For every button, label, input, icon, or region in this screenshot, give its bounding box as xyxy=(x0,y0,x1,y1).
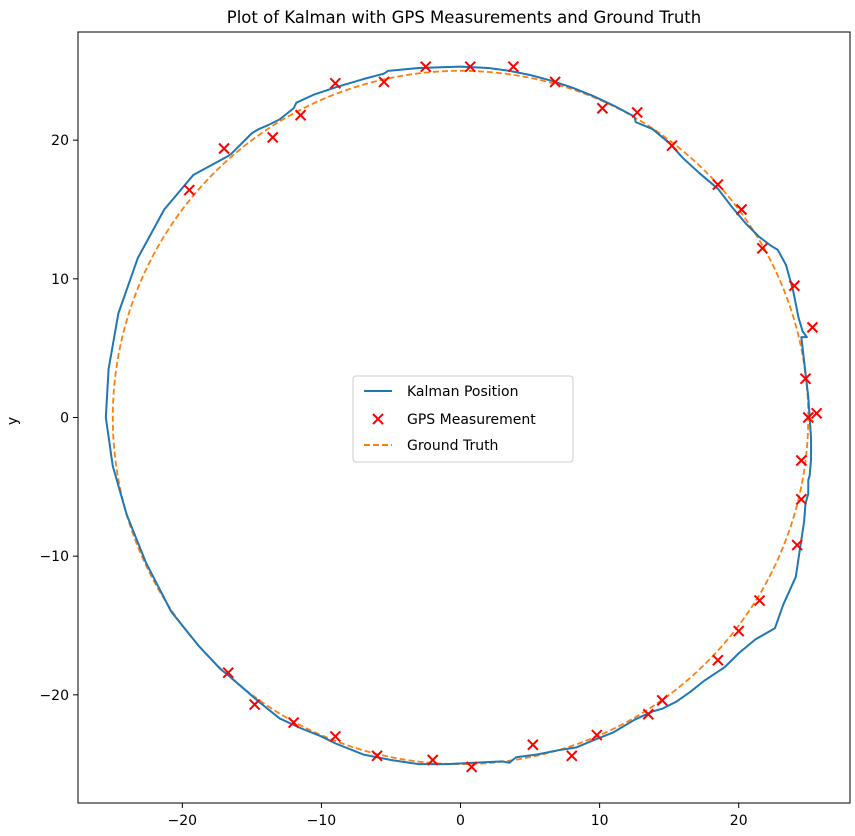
gps-point xyxy=(806,321,819,334)
gps-point xyxy=(799,372,812,385)
plot-area xyxy=(104,60,823,773)
gps-point xyxy=(287,716,300,729)
gps-point xyxy=(795,454,808,467)
gps-point xyxy=(222,666,234,679)
gps-point xyxy=(294,109,307,121)
y-tick-label: 0 xyxy=(60,411,69,427)
gps-point xyxy=(802,411,814,424)
x-tick-label: 20 xyxy=(730,813,748,829)
gps-point xyxy=(248,698,261,711)
legend: Kalman Position GPS Measurement Ground T… xyxy=(352,375,574,463)
legend-label-ground-truth: Ground Truth xyxy=(407,438,498,454)
gps-point xyxy=(549,76,561,88)
y-tick-label: 10 xyxy=(51,272,69,288)
y-axis-label: y xyxy=(5,417,21,425)
x-tick-label: 10 xyxy=(591,813,609,829)
series-kalman-line xyxy=(104,65,813,766)
axis-ticks: −20 −10 0 10 20 −20 −10 0 10 20 xyxy=(39,133,747,829)
gps-point xyxy=(788,280,801,292)
gps-point xyxy=(810,407,823,420)
legend-label-gps: GPS Measurement xyxy=(407,412,536,428)
legend-box xyxy=(352,375,574,463)
x-tick-label: −20 xyxy=(168,813,198,829)
gps-point xyxy=(464,60,476,73)
x-tick-label: 0 xyxy=(456,813,465,829)
gps-point xyxy=(183,184,195,196)
gps-point xyxy=(756,242,769,255)
legend-swatch-gps xyxy=(372,413,384,425)
gps-point xyxy=(753,594,766,607)
chart-title: Plot of Kalman with GPS Measurements and… xyxy=(227,8,701,27)
gps-point xyxy=(267,131,279,144)
gps-point xyxy=(591,729,603,741)
x-tick-label: −10 xyxy=(307,813,337,829)
gps-point xyxy=(795,493,808,506)
gps-point xyxy=(631,106,643,119)
gps-point xyxy=(426,754,439,766)
gps-point xyxy=(465,761,478,773)
axes-frame xyxy=(77,31,851,804)
gps-point xyxy=(329,730,342,743)
gps-point xyxy=(420,60,432,73)
gps-point xyxy=(656,694,668,707)
gps-point xyxy=(218,142,230,155)
gps-point xyxy=(378,76,390,88)
legend-label-kalman: Kalman Position xyxy=(407,384,518,400)
y-tick-label: −20 xyxy=(39,688,69,704)
gps-point xyxy=(527,739,539,751)
gps-point xyxy=(712,654,724,666)
gps-point xyxy=(371,750,383,762)
gps-point xyxy=(329,77,342,90)
y-tick-label: 20 xyxy=(51,133,69,149)
gps-point xyxy=(733,625,745,637)
gps-point xyxy=(596,102,609,114)
gps-point xyxy=(735,203,748,216)
y-tick-label: −10 xyxy=(39,549,69,565)
gps-point xyxy=(507,60,520,73)
gps-point xyxy=(666,140,678,152)
gps-point xyxy=(566,750,578,762)
gps-point xyxy=(791,539,803,551)
gps-point xyxy=(642,708,655,720)
gps-point xyxy=(712,178,724,191)
